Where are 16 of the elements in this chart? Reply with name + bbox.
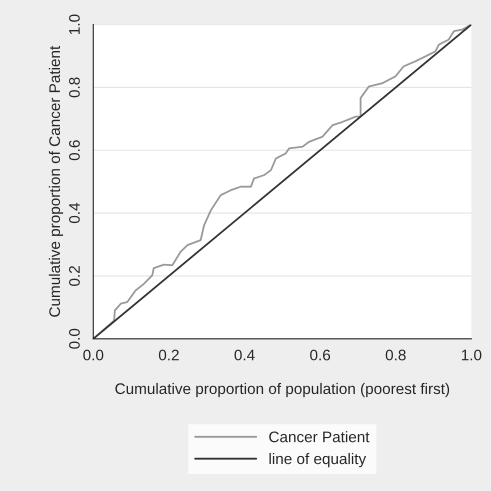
y-tick-label: 0.2 (69, 266, 80, 286)
y-tick-label: 0.4 (69, 202, 80, 224)
y-axis-title: Cumulative proportion of Cancer Patient (48, 46, 64, 317)
line-series (93, 24, 472, 339)
x-tick-label: 0.0 (83, 350, 104, 360)
x-tick-label: 0.8 (386, 350, 406, 360)
x-tick-label: 0.6 (310, 350, 330, 360)
legend-label: line of equality (269, 452, 366, 468)
y-tick-label: 0.8 (69, 77, 80, 98)
y-tick-label: 1.0 (69, 14, 80, 34)
x-tick-label: 0.2 (158, 350, 179, 360)
legend-label: Cancer Patient (269, 431, 370, 442)
x-tick-label: 1.0 (462, 350, 482, 360)
y-tick-label: 0.6 (69, 140, 80, 160)
x-axis-title: Cumulative proportion of population (poorest first) (115, 382, 450, 398)
x-tick-label: 0.4 (234, 350, 255, 360)
